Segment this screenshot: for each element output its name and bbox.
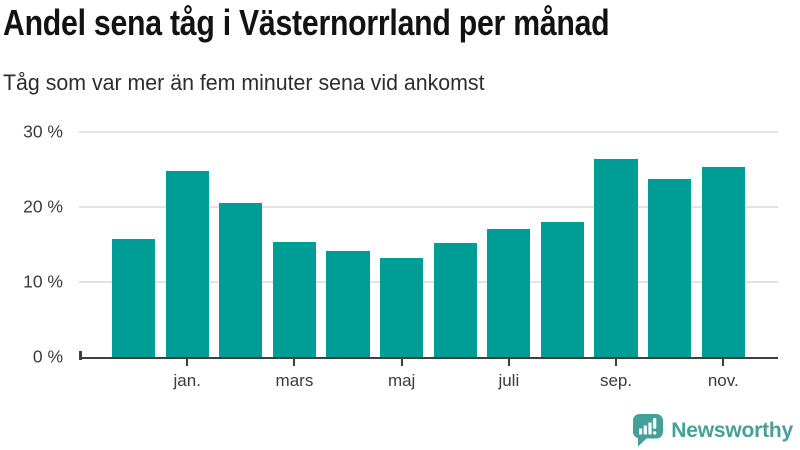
bar-juli: [487, 228, 531, 357]
bar-apr.: [326, 250, 370, 357]
bar-jan.: [165, 171, 209, 357]
y-tick-label: 30 %: [23, 121, 63, 142]
mini-bar-chart-glyph: [639, 418, 657, 435]
x-tick-sep.: [615, 359, 618, 367]
x-tick-mars: [293, 359, 296, 367]
x-tick-maj: [400, 359, 403, 367]
bar-mars: [272, 242, 317, 357]
y-tick-label: 10 %: [23, 271, 63, 292]
gridline-30: [79, 131, 778, 133]
x-tick-juli: [507, 359, 510, 367]
x-tick-label: jan.: [173, 371, 201, 390]
bar-feb.: [219, 203, 263, 357]
plot-area: 0 % 10 % 20 % 30 % jan. mars maj juli sep. nov.: [23, 123, 778, 390]
bar-nov.: [701, 166, 745, 357]
bar-maj: [380, 258, 424, 357]
x-axis-line: [79, 357, 778, 360]
gridline-20: [79, 206, 778, 208]
x-tick-label: nov.: [707, 371, 739, 390]
y-tick-label: 20 %: [23, 196, 63, 217]
y-tick-label: 0 %: [32, 346, 63, 367]
chart-subtitle: Tåg som var mer än fem minuter sena vid …: [3, 70, 485, 95]
x-tick-label: juli: [498, 371, 520, 390]
bar-sep.: [594, 159, 638, 357]
x-tick-jan.: [186, 359, 189, 367]
bar-okt.: [648, 178, 692, 357]
x-tick-label: mars: [275, 371, 314, 390]
newsworthy-wordmark: Newsworthy: [671, 418, 793, 442]
x-axis-start-tick: [78, 351, 82, 360]
newsworthy-speech-bubble-icon: [633, 414, 664, 447]
x-tick-label: sep.: [599, 371, 633, 390]
bar-dec.: [112, 238, 156, 357]
gridline-10: [79, 281, 778, 283]
x-tick-label: maj: [387, 371, 416, 390]
newsworthy-logo: Newsworthy: [633, 414, 793, 447]
chart-title: Andel sena tåg i Västernorrland per måna…: [3, 2, 610, 43]
x-tick-nov.: [722, 359, 725, 367]
bar-juni: [433, 243, 477, 357]
bar-aug.: [540, 222, 585, 357]
